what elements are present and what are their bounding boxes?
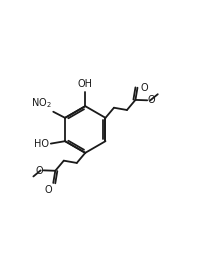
Text: HO: HO — [34, 139, 49, 149]
Text: OH: OH — [77, 79, 92, 89]
Text: NO$_2$: NO$_2$ — [31, 96, 51, 110]
Text: O: O — [140, 83, 148, 93]
Text: O: O — [44, 185, 52, 195]
Text: O: O — [35, 166, 43, 176]
Text: O: O — [146, 95, 154, 105]
